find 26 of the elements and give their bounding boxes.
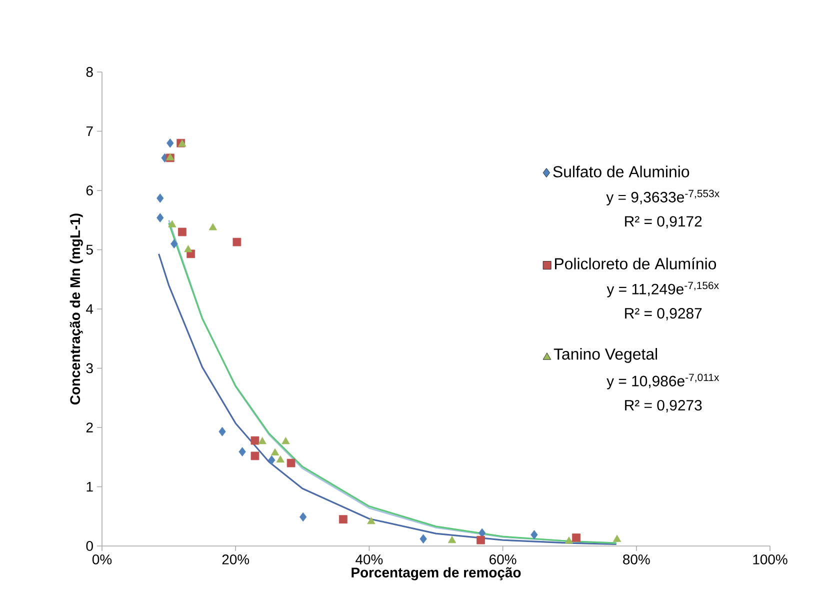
- legend-label: Sulfato de Aluminio: [553, 166, 690, 178]
- x-tick-label: 100%: [753, 554, 788, 564]
- y-tick-label: 4: [86, 304, 94, 314]
- y-axis-title: Concentração de Mn (mgL-1): [70, 214, 83, 404]
- annotation: R² = 0,9172: [625, 216, 702, 228]
- x-tick-label: 60%: [490, 554, 516, 564]
- x-tick-label: 0%: [92, 554, 112, 564]
- y-tick-label: 6: [86, 186, 93, 196]
- annotation: y = 9,3633e$^{-7,553x}$: [606, 190, 720, 206]
- y-tick-label: 0: [86, 541, 93, 551]
- x-tick-label: 20%: [222, 554, 250, 564]
- annotation: y = 11,249e$^{-7,156x}$: [606, 282, 719, 298]
- y-tick-label: 8: [86, 67, 93, 77]
- y-tick-label: 7: [86, 126, 93, 136]
- legend-label: Tanino Vegetal: [554, 348, 658, 363]
- annotation: R² = 0,9273: [625, 400, 702, 412]
- annotation: R² = 0,9287: [625, 308, 702, 320]
- x-tick-label: 80%: [623, 554, 650, 564]
- y-tick-label: 1: [86, 482, 93, 492]
- x-tick-label: 40%: [356, 554, 383, 564]
- y-tick-label: 3: [86, 363, 93, 374]
- y-tick-label: 2: [86, 422, 93, 432]
- annotation: y = 10,986e$^{-7,011x}$: [606, 374, 720, 390]
- x-axis-title: Porcentagem de remoção: [352, 567, 521, 580]
- legend-label: Policloreto de Alumínio: [555, 258, 716, 270]
- y-tick-label: 5: [86, 244, 93, 255]
